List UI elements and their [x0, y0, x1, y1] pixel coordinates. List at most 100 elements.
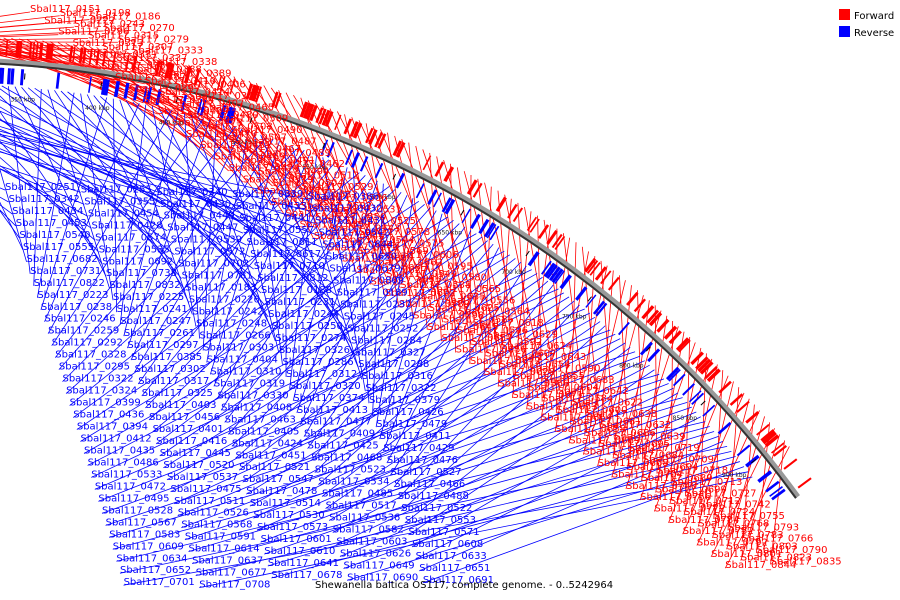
forward-gene-label: Sbal117_0844	[725, 560, 796, 571]
reverse-gene-label: Sbal117_0573	[257, 522, 328, 533]
legend-forward-swatch	[839, 9, 850, 20]
reverse-gene-feature	[55, 72, 61, 89]
reverse-gene-leader	[339, 411, 697, 557]
reverse-gene-leader	[101, 329, 611, 514]
forward-gene-feature	[663, 325, 678, 340]
reverse-gene-leader	[314, 261, 522, 473]
forward-gene-label: Sbal117_0632	[600, 420, 671, 431]
forward-gene-label: Sbal117_0605	[342, 254, 413, 265]
genome-backbone	[0, 58, 800, 499]
backbone-line	[0, 62, 797, 499]
reverse-gene-label: Sbal117_0386	[308, 192, 379, 203]
forward-gene-label: Sbal117_0508	[202, 121, 273, 132]
forward-gene-label: Sbal117_0790	[756, 545, 827, 556]
reverse-gene-leader	[181, 355, 641, 529]
reverse-gene-feature	[483, 222, 495, 238]
reverse-gene-label: Sbal117_0295	[59, 362, 130, 373]
reverse-gene-label: Sbal117_0340	[156, 187, 227, 198]
forward-gene-label: Sbal117_0387	[115, 72, 186, 83]
forward-gene-feature	[745, 410, 760, 424]
reverse-gene-leader	[260, 383, 669, 543]
reverse-gene-leader	[209, 141, 280, 375]
forward-gene-leader	[724, 446, 790, 569]
reverse-gene-label: Sbal117_0527	[391, 467, 462, 478]
forward-gene-feature	[216, 75, 223, 91]
forward-gene-feature	[111, 52, 117, 69]
reverse-gene-label: Sbal117_0244	[268, 309, 339, 320]
reverse-gene-label: Sbal117_0463	[225, 414, 296, 425]
forward-gene-label: Sbal117_0664	[541, 413, 612, 424]
reverse-gene-leader	[119, 99, 193, 315]
reverse-gene-label: Sbal117_0404	[207, 354, 278, 365]
reverse-gene-label: Sbal117_0710	[254, 261, 325, 272]
reverse-gene-feature	[19, 69, 25, 86]
reverse-gene-label: Sbal117_0535	[99, 244, 170, 255]
reverse-gene-feature	[585, 294, 597, 308]
reverse-gene-feature	[415, 183, 425, 199]
forward-gene-feature	[771, 442, 785, 454]
forward-gene-leader	[88, 45, 275, 168]
forward-gene-label: Sbal117_0624	[501, 341, 572, 352]
tick-mark	[322, 142, 326, 149]
forward-gene-feature	[302, 102, 312, 119]
reverse-gene-label: Sbal117_0608	[412, 539, 483, 550]
reverse-gene-label: Sbal117_0641	[268, 558, 339, 569]
forward-gene-label: Sbal117_0559	[300, 220, 371, 231]
forward-gene-label: Sbal117_0502	[301, 201, 372, 212]
forward-gene-feature	[600, 270, 612, 285]
reverse-gene-label: Sbal117_0533	[91, 469, 162, 480]
forward-gene-label: Sbal117_0470	[186, 129, 257, 140]
reverse-gene-label: Sbal117_0479	[376, 419, 447, 430]
reverse-gene-feature	[691, 392, 705, 405]
reverse-gene-label: Sbal117_0530	[253, 510, 324, 521]
reverse-gene-label: Sbal117_0555	[23, 242, 94, 253]
reverse-gene-leader	[0, 168, 89, 217]
reverse-gene-label: Sbal117_0252	[347, 323, 418, 334]
forward-gene-feature	[526, 216, 538, 232]
reverse-gene-feature	[374, 162, 384, 179]
forward-gene-leader	[0, 41, 118, 43]
reverse-gene-label: Sbal117_0591	[185, 532, 256, 543]
reverse-gene-leader	[0, 134, 308, 200]
reverse-gene-leader	[190, 114, 276, 342]
reverse-gene-feature	[359, 156, 369, 172]
reverse-gene-feature	[647, 348, 661, 363]
forward-gene-label: Sbal117_0467	[230, 144, 301, 155]
forward-gene-label: Sbal117_0755	[714, 511, 785, 522]
reverse-gene-feature	[702, 404, 716, 417]
reverse-gene-label: Sbal117_0610	[264, 546, 335, 557]
reverse-gene-label: Sbal117_0433	[236, 201, 307, 212]
reverse-gene-label: Sbal117_0286	[282, 357, 353, 368]
reverse-gene-feature	[10, 68, 15, 85]
tick-mark	[751, 458, 757, 464]
reverse-gene-label: Sbal117_0528	[102, 505, 173, 516]
forward-gene-feature	[551, 233, 563, 249]
forward-gene-label: Sbal117_0562	[372, 258, 443, 269]
forward-gene-leader	[226, 74, 360, 236]
forward-gene-feature	[131, 55, 138, 72]
reverse-gene-label: Sbal117_0302	[135, 364, 206, 375]
forward-gene-label: Sbal117_0499	[158, 106, 229, 117]
reverse-gene-leader	[336, 387, 674, 545]
reverse-gene-label: Sbal117_0652	[120, 565, 191, 576]
forward-gene-label: Sbal117_0718	[657, 466, 728, 477]
reverse-gene-label: Sbal117_0488	[398, 491, 469, 502]
forward-gene-label: Sbal117_0279	[118, 34, 189, 45]
reverse-gene-leader	[34, 88, 334, 284]
forward-gene-label: Sbal117_0307	[102, 42, 173, 53]
forward-gene-label: Sbal117_0410	[145, 76, 216, 87]
forward-gene-label: Sbal117_0604	[528, 382, 599, 393]
forward-gene-label: Sbal117_0766	[742, 534, 813, 545]
reverse-gene-label: Sbal117_0310	[210, 366, 281, 377]
forward-gene-label: Sbal117_0524	[271, 197, 342, 208]
forward-gene-feature	[762, 431, 777, 445]
reverse-gene-leader	[21, 86, 182, 279]
forward-gene-feature	[466, 179, 478, 195]
reverse-gene-label: Sbal117_0432	[311, 204, 382, 215]
reverse-gene-label: Sbal117_0297	[127, 340, 198, 351]
reverse-gene-feature	[554, 270, 565, 285]
forward-gene-label: Sbal117_0556	[444, 295, 515, 306]
forward-gene-feature	[252, 85, 260, 102]
forward-gene-label: Sbal117_0684	[613, 450, 684, 461]
forward-gene-feature	[729, 393, 744, 406]
